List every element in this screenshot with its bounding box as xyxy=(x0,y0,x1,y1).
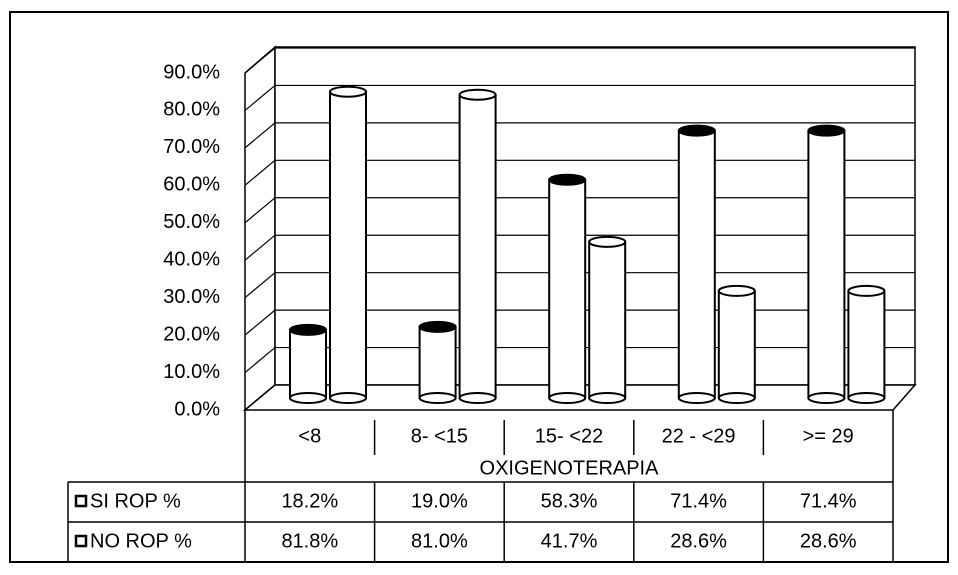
grid-line xyxy=(244,159,276,186)
table-value: 41.7% xyxy=(541,530,598,552)
table xyxy=(67,410,894,563)
bar xyxy=(717,289,756,399)
bar-base xyxy=(807,392,846,404)
bar xyxy=(458,93,497,399)
bar xyxy=(588,240,627,399)
table-value: 71.4% xyxy=(670,490,727,512)
legend-swatch xyxy=(74,534,88,548)
y-tick-label: 60.0% xyxy=(163,174,220,196)
grid-line xyxy=(244,47,276,74)
bar xyxy=(418,325,457,400)
table-value: 19.0% xyxy=(411,490,468,512)
table-value: 28.6% xyxy=(670,530,727,552)
table-value: 71.4% xyxy=(800,490,857,512)
legend-label: SI ROP % xyxy=(90,490,181,512)
y-tick-label: 0.0% xyxy=(174,398,220,420)
bar-base xyxy=(458,392,497,404)
y-tick-label: 30.0% xyxy=(163,286,220,308)
table-value: 81.8% xyxy=(281,530,338,552)
table-value: 28.6% xyxy=(800,530,857,552)
y-tick-label: 80.0% xyxy=(163,99,220,121)
bar-top xyxy=(807,124,846,137)
bar-base xyxy=(548,392,587,404)
bar xyxy=(548,178,587,399)
x-tick-label: <8 xyxy=(298,425,321,447)
bar-base xyxy=(329,392,367,404)
table-value: 81.0% xyxy=(411,530,468,552)
y-tick-label: 10.0% xyxy=(163,361,220,383)
grid-line xyxy=(244,197,276,224)
bar-base xyxy=(677,392,716,404)
grid-line xyxy=(244,122,276,149)
bar-top xyxy=(717,284,756,297)
legend-swatch xyxy=(74,494,88,508)
bar xyxy=(289,328,327,399)
y-tick-label: 90.0% xyxy=(163,61,220,83)
y-tick-label: 50.0% xyxy=(163,211,220,233)
table-value: 18.2% xyxy=(281,490,338,512)
y-tick-label: 40.0% xyxy=(163,249,220,271)
grid-line xyxy=(244,272,276,299)
bar-top xyxy=(677,124,716,137)
bar-top xyxy=(458,88,497,101)
x-tick-label: 22 - <29 xyxy=(662,425,736,447)
bar xyxy=(677,129,716,399)
bar xyxy=(807,129,846,399)
x-tick-label: >= 29 xyxy=(803,425,854,447)
legend-label: NO ROP % xyxy=(90,530,192,552)
bar-top xyxy=(548,173,587,186)
bar-top xyxy=(588,235,627,248)
table-value: 58.3% xyxy=(541,490,598,512)
left-wall xyxy=(244,45,276,412)
x-tick-label: 8- <15 xyxy=(411,425,468,447)
bar-base xyxy=(847,392,886,404)
grid-line xyxy=(244,347,276,374)
y-tick-label: 20.0% xyxy=(163,323,220,345)
grid-line xyxy=(244,84,276,111)
bar-base xyxy=(588,392,627,404)
bar-top xyxy=(847,284,886,297)
grid-line xyxy=(244,234,276,261)
bar-base xyxy=(289,392,327,404)
x-axis-label: OXIGENOTERAPIA xyxy=(480,457,660,479)
y-tick-label: 70.0% xyxy=(163,136,220,158)
bar-base xyxy=(418,392,457,404)
bar-base xyxy=(717,392,756,404)
bar xyxy=(847,289,886,399)
x-tick-label: 15- <22 xyxy=(535,425,603,447)
grid-line xyxy=(244,309,276,336)
bar xyxy=(329,90,367,400)
bar-top xyxy=(418,320,457,333)
bar-top xyxy=(329,85,367,98)
bar-top xyxy=(289,323,327,336)
